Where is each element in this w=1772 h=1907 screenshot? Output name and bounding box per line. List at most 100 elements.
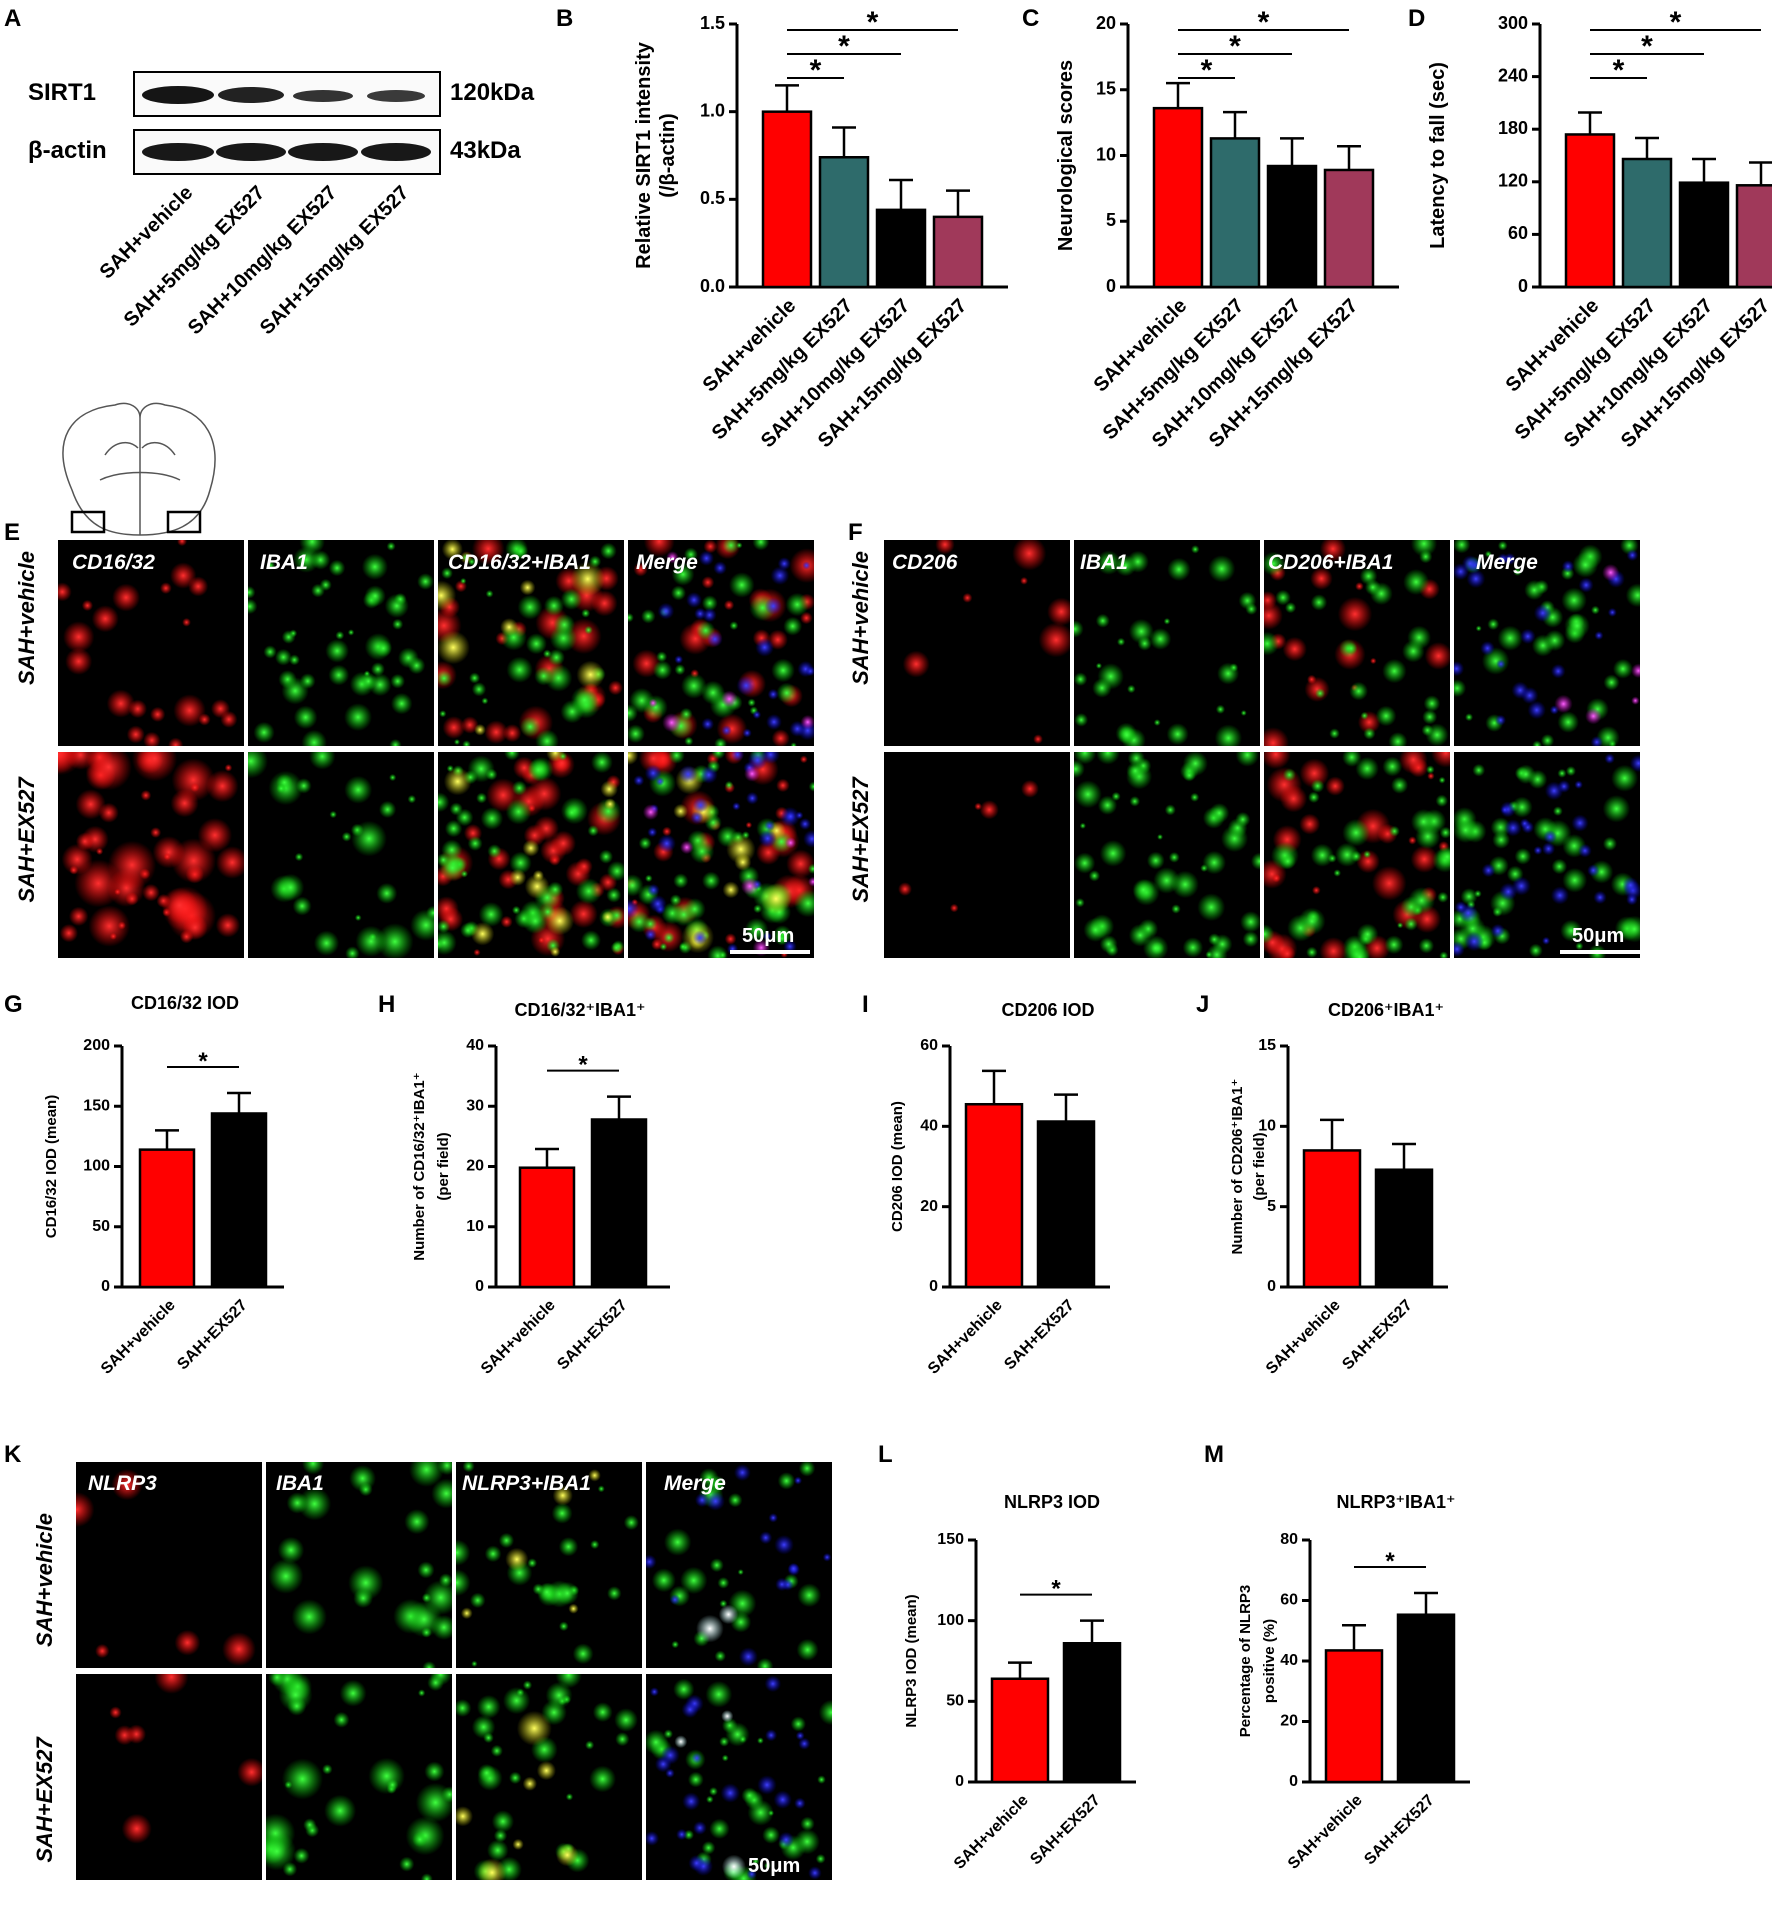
cell-signal [1533,845,1543,855]
cell-signal [409,1462,444,1487]
bar [1396,1613,1456,1784]
cell-signal [1235,752,1260,767]
cell-signal [604,798,616,810]
cell-signal [755,637,775,657]
micrograph-signal [1074,545,1258,746]
row-label: SAH+EX527 [848,776,873,903]
bar [590,1118,648,1289]
cell-signal [1454,679,1467,698]
micrograph-tile [76,1674,262,1880]
cell-signal [292,896,312,916]
micrograph-signal [628,752,814,958]
cell-signal [1499,882,1518,901]
cell-signal [68,906,89,927]
cell-signal [638,836,652,850]
cell-signal [81,599,94,612]
cell-signal [1275,589,1291,606]
cell-signal [733,1464,751,1482]
cell-signal [1612,658,1633,679]
cell-signal [456,1699,472,1718]
cell-signal [390,692,413,715]
micrograph-signal [248,752,434,958]
cell-signal [716,713,748,745]
micro-col-label: CD16/32+IBA1 [448,551,591,574]
cell-signal [646,1554,657,1570]
cell-signal [1587,864,1600,877]
cell-signal [339,1679,367,1707]
cell-signal [572,1643,594,1665]
cell-signal [484,720,509,745]
cell-signal [441,567,453,580]
scale-bar-label: 50μm [742,925,794,947]
cell-signal [1012,540,1047,571]
cell-signal [1557,711,1579,733]
cell-signal [764,1675,782,1693]
cell-signal [628,724,645,744]
cell-signal [777,557,791,571]
y-tick-label: 20 [920,1198,938,1215]
cell-signal [1235,811,1251,827]
cell-signal [469,672,481,684]
y-axis-label-line2: (per field) [435,1132,452,1200]
cell-signal [545,1681,573,1709]
cell-signal [764,820,776,832]
cell-signal [1464,931,1485,952]
cell-signal [438,930,457,956]
cell-signal [1088,870,1101,882]
blot-lane-label: SAH+15mg/kg EX527 [256,182,413,339]
cell-signal [1492,830,1511,849]
cell-signal [266,1832,297,1871]
cell-signal [522,839,540,857]
y-tick-label: 20 [1280,1713,1298,1730]
y-axis-label-line2: positive (%) [1261,1619,1278,1703]
cell-signal [140,790,152,801]
cell-signal [128,699,148,719]
cell-signal [808,876,814,887]
cell-signal [328,559,346,577]
cell-signal [112,583,141,612]
cell-signal [628,612,634,623]
cell-signal [420,1873,433,1880]
panel-letter-f: F [848,519,863,546]
cell-signal [575,857,593,876]
y-tick-label: 150 [937,1531,964,1548]
cell-signal [1264,631,1280,656]
cell-signal [1240,709,1247,717]
cell-signal [1497,625,1523,651]
cell-signal [691,1752,703,1764]
cell-signal [1095,752,1120,765]
cell-signal [665,1768,675,1778]
cell-signal [761,752,780,764]
cell-signal [288,654,300,666]
cell-signal [471,540,505,566]
cell-signal [717,1576,730,1589]
cell-signal [718,950,727,958]
cell-signal [668,752,685,764]
panel-letter-k: K [4,1441,22,1468]
y-tick-label: 1.0 [700,100,725,120]
y-axis-label: NLRP3 IOD (mean) [903,1594,920,1727]
cell-signal [182,617,191,627]
cell-signal [1540,733,1555,746]
category-label: SAH+vehicle [98,1297,179,1378]
cell-signal [790,1716,806,1732]
cell-signal [1497,553,1509,565]
cell-signal [694,1492,710,1508]
micrograph-signal [456,1462,639,1667]
cell-signal [662,826,672,837]
cell-signal [1490,923,1506,939]
cell-signal [412,1831,428,1848]
brain-section-schematic [62,402,216,536]
cell-signal [1157,833,1164,840]
cell-signal [114,1725,135,1746]
cell-signal [1551,858,1568,875]
cell-signal [438,580,457,611]
cell-signal [474,723,486,736]
cell-signal [732,802,741,811]
cell-signal [75,832,95,851]
cell-signal [1282,768,1296,782]
cell-signal [1454,661,1465,677]
cell-signal [647,827,658,838]
y-tick-label: 60 [1280,1592,1298,1609]
